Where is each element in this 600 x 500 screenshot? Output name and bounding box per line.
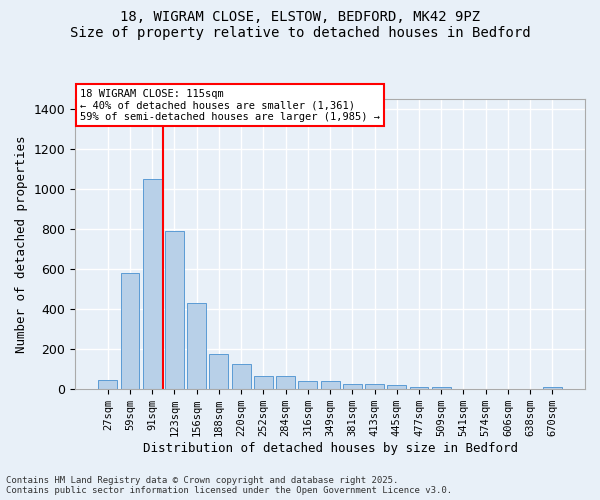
Bar bbox=[143, 180, 161, 389]
Bar bbox=[254, 376, 273, 389]
Text: 18, WIGRAM CLOSE, ELSTOW, BEDFORD, MK42 9PZ
Size of property relative to detache: 18, WIGRAM CLOSE, ELSTOW, BEDFORD, MK42 … bbox=[70, 10, 530, 40]
Bar bbox=[165, 230, 184, 389]
Bar bbox=[365, 384, 384, 389]
Bar bbox=[388, 385, 406, 389]
Bar bbox=[343, 384, 362, 389]
Y-axis label: Number of detached properties: Number of detached properties bbox=[15, 136, 28, 353]
Bar bbox=[410, 386, 428, 389]
Bar bbox=[121, 272, 139, 389]
Bar bbox=[320, 381, 340, 389]
Bar bbox=[209, 354, 229, 389]
Bar bbox=[432, 387, 451, 389]
Text: Contains HM Land Registry data © Crown copyright and database right 2025.
Contai: Contains HM Land Registry data © Crown c… bbox=[6, 476, 452, 495]
Bar bbox=[98, 380, 117, 389]
Bar bbox=[276, 376, 295, 389]
Bar bbox=[298, 381, 317, 389]
Bar bbox=[187, 304, 206, 389]
Text: 18 WIGRAM CLOSE: 115sqm
← 40% of detached houses are smaller (1,361)
59% of semi: 18 WIGRAM CLOSE: 115sqm ← 40% of detache… bbox=[80, 88, 380, 122]
Bar bbox=[543, 386, 562, 389]
Bar bbox=[232, 364, 251, 389]
X-axis label: Distribution of detached houses by size in Bedford: Distribution of detached houses by size … bbox=[143, 442, 518, 455]
